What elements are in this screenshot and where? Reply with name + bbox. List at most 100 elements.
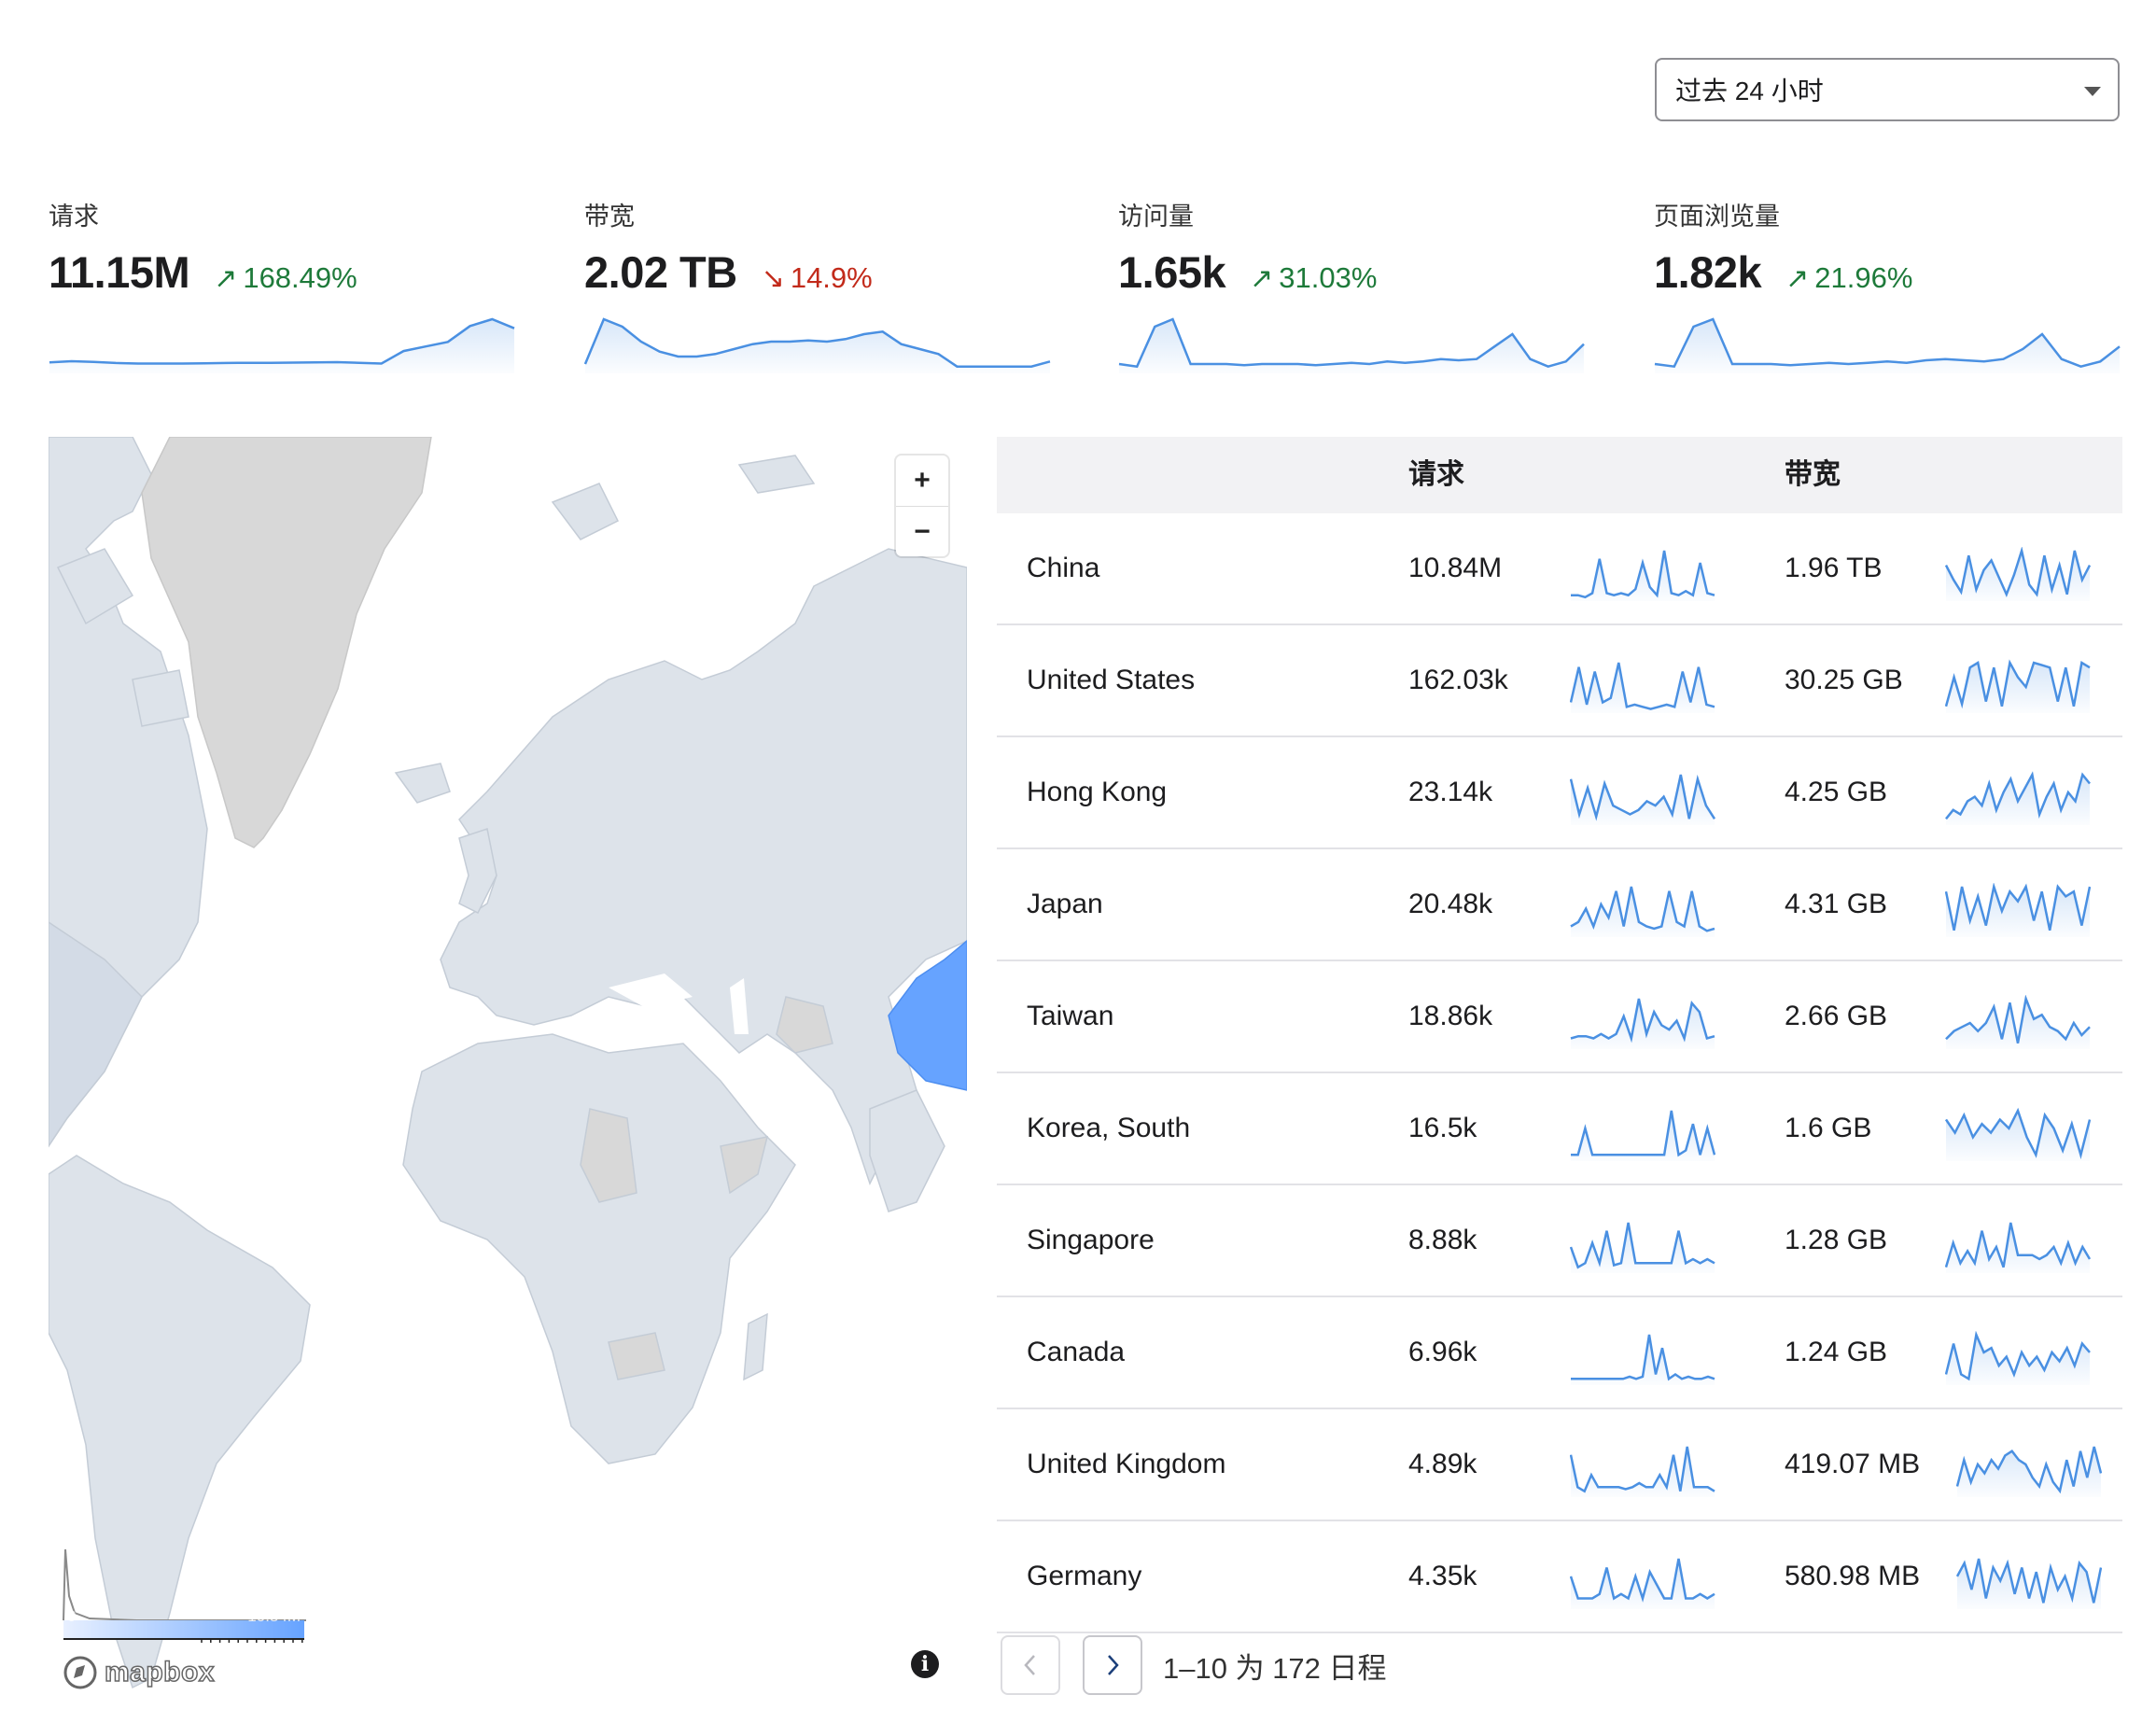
requests-sparkline-area <box>1571 1111 1715 1161</box>
requests-sparkline-line <box>1570 1222 1715 1269</box>
table-row[interactable]: United Kingdom 4.89k 419.07 MB <box>997 1409 2122 1521</box>
kpi-change-value: 21.96% <box>1814 261 1913 294</box>
requests-sparkline <box>1570 998 1715 1049</box>
requests-sparkline-area <box>1571 1223 1715 1273</box>
requests-sparkline-line <box>1571 1334 1715 1381</box>
kpi-label: 带宽 <box>584 203 635 231</box>
table-row[interactable]: China 10.84M 1.96 TB <box>997 513 2122 625</box>
country-name: Singapore <box>1027 1225 1155 1255</box>
time-range-select[interactable]: 过去 24 小时 <box>1655 58 2120 121</box>
kpi-change: ↘ 14.9% <box>762 261 873 295</box>
table-row[interactable]: Canada 6.96k 1.24 GB <box>997 1297 2122 1409</box>
trend-up-icon: ↗ <box>1785 263 1810 294</box>
country-name: Japan <box>1027 889 1103 919</box>
next-page-button[interactable] <box>1083 1635 1142 1695</box>
requests-sparkline <box>1570 662 1715 713</box>
kpi-change-value: 14.9% <box>790 261 873 294</box>
eurasia-landmass <box>440 548 967 1185</box>
kpi-sparkline <box>584 317 1051 373</box>
info-icon[interactable]: i <box>911 1650 939 1678</box>
bandwidth-sparkline <box>1945 1222 2091 1273</box>
kpi-sparkline <box>1654 317 2121 373</box>
country-table: 请求 带宽 China 10.84M 1.96 TB United States 162… <box>997 437 2122 1633</box>
pagination: 1–10 为 172 日程 <box>1001 1635 1387 1695</box>
requests-value: 10.84M <box>1408 553 1503 583</box>
requests-sparkline-line <box>1571 550 1715 599</box>
africa-landmass <box>402 1033 796 1464</box>
column-header-bandwidth[interactable]: 带宽 <box>1785 459 1841 490</box>
united-kingdom <box>458 828 497 915</box>
kpi-change: ↗ 31.03% <box>1250 261 1377 295</box>
bandwidth-sparkline-line <box>1945 995 2091 1044</box>
bandwidth-sparkline-line <box>1956 1446 2102 1494</box>
requests-value: 20.48k <box>1408 889 1493 919</box>
requests-sparkline-line <box>1570 1558 1715 1603</box>
kpi-sparkline-area <box>49 319 514 373</box>
kpi-label: 请求 <box>49 203 99 231</box>
time-range-value: 过去 24 小时 <box>1675 77 1824 105</box>
table-row[interactable]: Japan 20.48k 4.31 GB <box>997 849 2122 961</box>
mapbox-logo-text: mapbox <box>104 1656 216 1688</box>
kpi-card: 访问量 1.65k ↗ 31.03% <box>1118 200 1603 386</box>
world-map[interactable] <box>49 437 967 1714</box>
requests-sparkline <box>1570 886 1715 937</box>
table-row[interactable]: Hong Kong 23.14k 4.25 GB <box>997 737 2122 849</box>
bandwidth-sparkline-line <box>1945 1331 2091 1381</box>
legend-scale <box>63 1548 306 1646</box>
black-sea <box>609 974 693 1008</box>
bandwidth-value: 30.25 GB <box>1785 665 1903 695</box>
kpi-value: 11.15M <box>49 247 190 297</box>
kpi-sparkline-line <box>1654 317 2121 369</box>
bandwidth-sparkline <box>1945 659 2091 713</box>
requests-sparkline <box>1570 1558 1715 1609</box>
kpi-card: 请求 11.15M ↗ 168.49% <box>49 200 534 386</box>
table-row[interactable]: Korea, South 16.5k 1.6 GB <box>997 1073 2122 1185</box>
requests-value: 6.96k <box>1408 1337 1477 1367</box>
bandwidth-sparkline <box>1945 883 2091 937</box>
requests-value: 16.5k <box>1408 1113 1477 1143</box>
caspian-sea <box>730 978 749 1034</box>
column-header-requests[interactable]: 请求 <box>1408 459 1464 490</box>
kpi-sparkline-area <box>1119 319 1584 373</box>
country-name: Germany <box>1027 1561 1142 1591</box>
bandwidth-value: 580.98 MB <box>1785 1561 1921 1591</box>
bandwidth-sparkline-line <box>1945 659 2091 709</box>
bandwidth-sparkline <box>1945 995 2091 1049</box>
requests-sparkline <box>1571 1334 1715 1385</box>
arctic-islands <box>551 455 816 540</box>
bandwidth-sparkline <box>1945 771 2091 825</box>
country-name: United States <box>1027 665 1196 695</box>
map-canvas <box>49 437 967 1689</box>
bandwidth-sparkline-area <box>1946 1111 2090 1161</box>
zoom-out-button[interactable]: − <box>914 516 931 547</box>
table-row[interactable]: Germany 4.35k 580.98 MB <box>997 1521 2122 1633</box>
requests-sparkline-line <box>1570 1446 1715 1493</box>
kpi-sparkline-area <box>585 319 1050 373</box>
table-row[interactable]: Singapore 8.88k 1.28 GB <box>997 1185 2122 1297</box>
legend-gradient-bar <box>63 1620 304 1639</box>
bandwidth-value: 1.28 GB <box>1785 1225 1888 1255</box>
kpi-label: 访问量 <box>1118 203 1194 231</box>
bandwidth-sparkline-line <box>1956 1558 2102 1604</box>
kpi-value: 2.02 TB <box>584 247 737 297</box>
requests-sparkline <box>1570 1446 1715 1497</box>
kpi-sparkline <box>1118 317 1585 373</box>
table-row[interactable]: United States 162.03k 30.25 GB <box>997 625 2122 737</box>
nodata-region-chad <box>580 1108 637 1203</box>
map-zoom-controls: + − <box>896 455 948 556</box>
bandwidth-sparkline <box>1945 547 2091 601</box>
zoom-in-button[interactable]: + <box>896 455 948 507</box>
mapbox-attribution[interactable]: mapbox <box>62 1654 215 1691</box>
bandwidth-sparkline-line <box>1945 771 2091 820</box>
map-legend: 0 10.84M <box>62 1531 306 1646</box>
bandwidth-sparkline <box>1956 1446 2102 1497</box>
table-row[interactable]: Taiwan 18.86k 2.66 GB <box>997 961 2122 1073</box>
bandwidth-value: 2.66 GB <box>1785 1001 1888 1031</box>
bandwidth-sparkline-area <box>1946 663 2090 713</box>
bandwidth-sparkline-line <box>1945 1222 2091 1268</box>
prev-page-button[interactable] <box>1001 1635 1060 1695</box>
kpi-change-value: 168.49% <box>243 261 357 294</box>
bandwidth-sparkline <box>1956 1558 2102 1609</box>
greenland <box>141 437 432 848</box>
requests-sparkline <box>1571 550 1715 601</box>
